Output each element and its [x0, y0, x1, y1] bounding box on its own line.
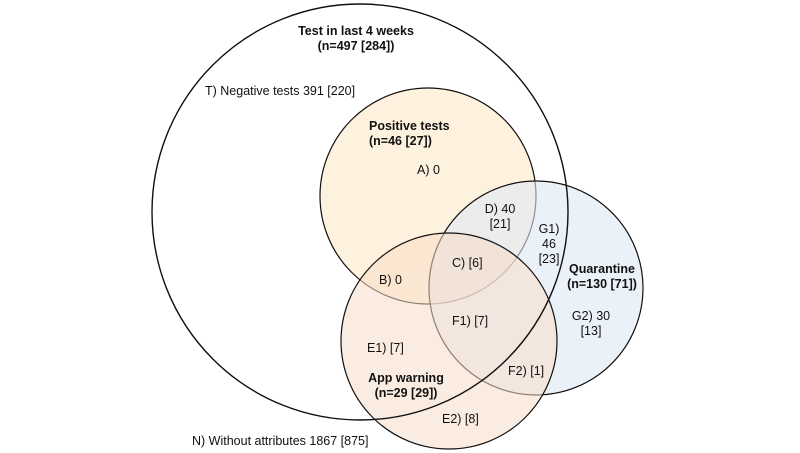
tests-last-4-weeks-circle: [151, 3, 569, 421]
positive-set-title: Positive tests: [369, 119, 450, 133]
app-warning-circle: [340, 232, 558, 450]
region-d-label: D) 40 [21]: [484, 202, 516, 231]
app-set-label: App warning (n=29 [29]): [364, 371, 448, 401]
quarantine-set-count: (n=130 [71]): [567, 277, 637, 291]
region-a-label: A) 0: [417, 163, 440, 177]
region-f1-label: F1) [7]: [452, 314, 489, 328]
region-n-label: N) Without attributes 1867 [875]: [192, 434, 369, 448]
region-c-label: C) [6]: [452, 256, 483, 270]
region-f2-label: F2) [1]: [508, 364, 545, 378]
tests-set-title: Test in last 4 weeks: [298, 24, 414, 38]
region-g1-label: G1) 46 [23]: [538, 222, 560, 266]
region-e1-label: E1) [7]: [367, 341, 404, 355]
positive-set-count: (n=46 [27]): [369, 134, 432, 148]
region-g2-label: G2) 30 [13]: [571, 309, 611, 338]
app-set-title: App warning: [368, 371, 444, 385]
tests-set-count: (n=497 [284]): [317, 39, 395, 53]
region-e2-label: E2) [8]: [442, 412, 479, 426]
tests-set-label: Test in last 4 weeks (n=497 [284]): [276, 24, 436, 54]
positive-set-label: Positive tests (n=46 [27]): [369, 119, 450, 149]
region-t-label: T) Negative tests 391 [220]: [205, 84, 356, 98]
app-set-count: (n=29 [29]): [374, 386, 438, 400]
quarantine-set-title: Quarantine: [569, 262, 635, 276]
region-b-label: B) 0: [379, 273, 402, 287]
quarantine-set-label: Quarantine (n=130 [71]): [560, 262, 644, 292]
